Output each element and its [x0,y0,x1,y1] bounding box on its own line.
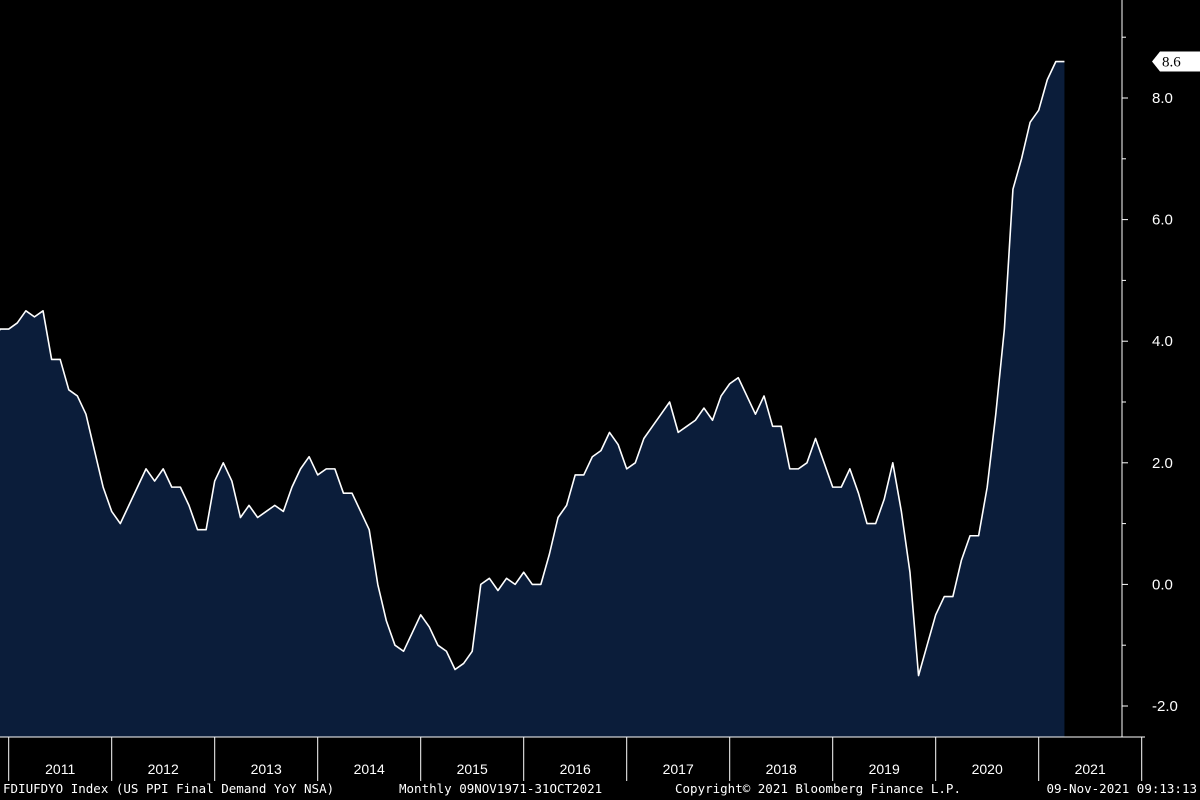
y-tick-label: 6.0 [1152,212,1173,229]
footer-copyright: Copyright© 2021 Bloomberg Finance L.P. [675,781,961,796]
last-value-marker: 8.6 [1152,51,1200,72]
x-tick-label: 2016 [560,761,591,777]
x-tick-label: 2017 [663,761,694,777]
footer-timestamp: 09-Nov-2021 09:13:13 [1046,781,1197,796]
last-value-tag [1152,51,1200,72]
y-axis: 8.0 6.0 4.0 2.0 0.0 -2.0 [1121,0,1178,737]
y-tick-label: 2.0 [1152,455,1173,472]
y-tick-label: -2.0 [1152,698,1178,715]
x-tick-label: 2020 [972,761,1003,777]
x-tick-label: 2018 [766,761,797,777]
area-fill [0,61,1065,737]
x-tick-label: 2019 [869,761,900,777]
footer: FDIUFDYO Index (US PPI Final Demand YoY … [3,781,1197,796]
x-tick-label: 2015 [457,761,488,777]
x-tick-label: 2014 [354,761,385,777]
series-line [0,60,1065,677]
y-tick-label: 0.0 [1152,576,1173,593]
plot-area [0,60,1065,737]
x-tick-label: 2012 [148,761,179,777]
y-tick-label: 8.0 [1152,90,1173,107]
x-axis: 2011 2012 2013 2014 2015 2016 2017 2018 2019 2020… [0,736,1145,781]
last-value-label: 8.6 [1162,55,1181,71]
x-tick-label: 2013 [251,761,282,777]
x-tick-label: 2021 [1075,761,1106,777]
footer-ticker: FDIUFDYO Index (US PPI Final Demand YoY … [3,781,334,796]
footer-range: Monthly 09NOV1971-31OCT2021 [399,781,602,796]
y-tick-label: 4.0 [1152,333,1173,350]
x-tick-label: 2011 [45,761,75,777]
